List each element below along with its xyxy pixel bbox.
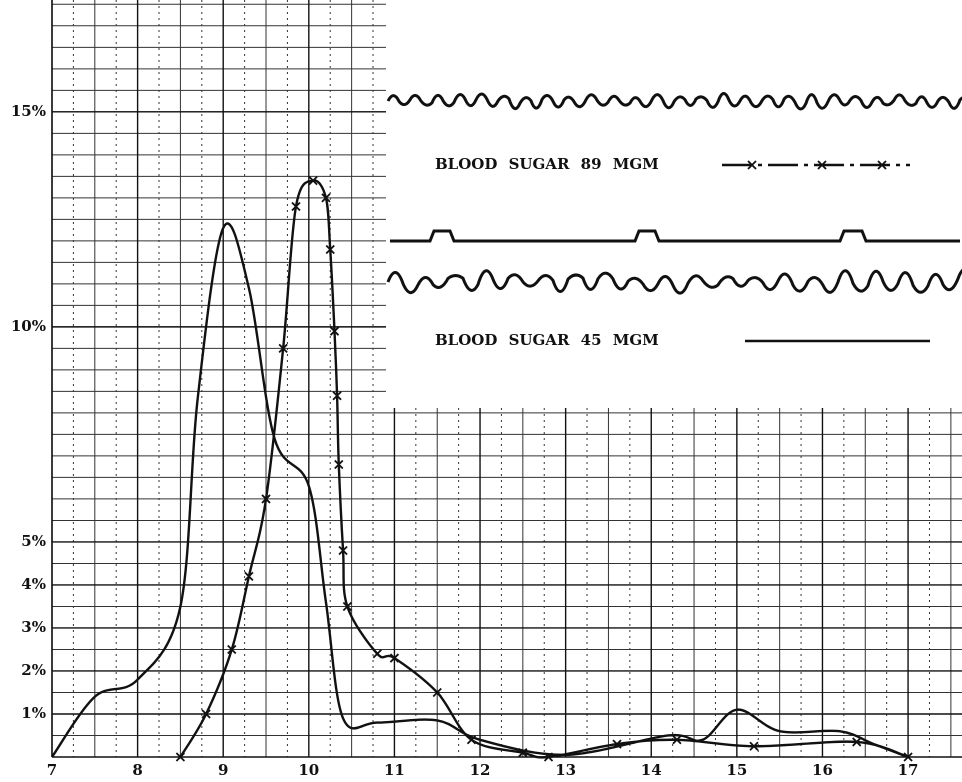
legend-label: BLOOD SUGAR 89 MGM bbox=[435, 155, 659, 173]
x-tick-label: 14 bbox=[641, 761, 662, 779]
x-tick-label: 9 bbox=[218, 761, 228, 779]
x-tick-label: 8 bbox=[132, 761, 142, 779]
x-tick-label: 15 bbox=[726, 761, 747, 779]
x-tick-label: 7 bbox=[47, 761, 57, 779]
y-tick-label: 15% bbox=[11, 102, 46, 120]
x-marker bbox=[373, 650, 381, 658]
x-tick-label: 11 bbox=[384, 761, 405, 779]
y-tick-label: 2% bbox=[21, 661, 46, 679]
y-tick-label: 5% bbox=[21, 532, 46, 550]
y-tick-label: 10% bbox=[11, 317, 46, 335]
x-tick-label: 13 bbox=[555, 761, 576, 779]
y-tick-label: 4% bbox=[21, 575, 46, 593]
y-tick-label: 1% bbox=[21, 704, 46, 722]
x-tick-label: 16 bbox=[812, 761, 833, 779]
chart: 7 8 9 10 11 12 13 14 15 16 17 1% 2% 3% 4% 5% 10% 15% BLOO… bbox=[0, 0, 962, 782]
y-tick-label: 3% bbox=[21, 618, 46, 636]
x-tick-label: 10 bbox=[298, 761, 319, 779]
legend-label: BLOOD SUGAR 45 MGM bbox=[435, 331, 659, 349]
x-tick-label: 12 bbox=[470, 761, 491, 779]
x-tick-label: 17 bbox=[898, 761, 919, 779]
